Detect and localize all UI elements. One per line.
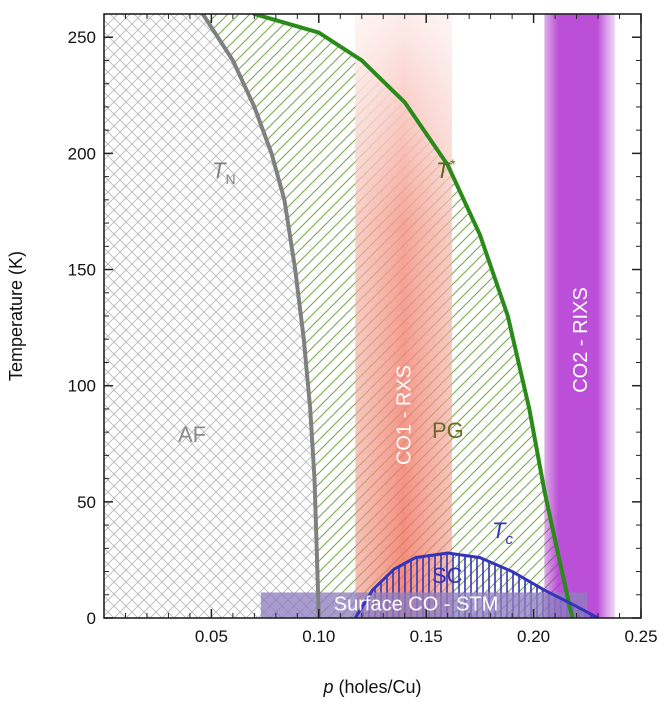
y-tick-label: 200: [68, 144, 96, 163]
tn-curve: [200, 14, 321, 618]
region-label-pg: PG: [432, 418, 464, 443]
x-tick-label: 0.10: [302, 627, 335, 646]
co1-label: CO1 - RXS: [394, 365, 416, 465]
y-tick-label: 150: [68, 261, 96, 280]
x-tick-label: 0.15: [410, 627, 443, 646]
af-region: [104, 14, 319, 618]
co1-band-fade: [355, 14, 452, 618]
x-axis-label: p (holes/Cu): [322, 677, 421, 697]
y-tick-label: 0: [87, 609, 96, 628]
y-axis-label: Temperature (K): [6, 251, 26, 381]
tstar-curve: [252, 14, 575, 618]
co2-band: [544, 14, 616, 618]
region-label-sc: SC: [432, 563, 463, 588]
x-tick-label: 0.25: [624, 627, 657, 646]
surface-co-label: Surface CO - STM: [334, 593, 498, 615]
x-tick-label: 0.05: [195, 627, 228, 646]
x-tick-label: 0.20: [517, 627, 550, 646]
y-tick-label: 50: [77, 493, 96, 512]
co2-label: CO2 - RIXS: [570, 287, 592, 393]
y-tick-label: 250: [68, 28, 96, 47]
tc-curve: [354, 551, 599, 618]
y-tick-label: 100: [68, 377, 96, 396]
region-label-af: AF: [178, 422, 206, 447]
